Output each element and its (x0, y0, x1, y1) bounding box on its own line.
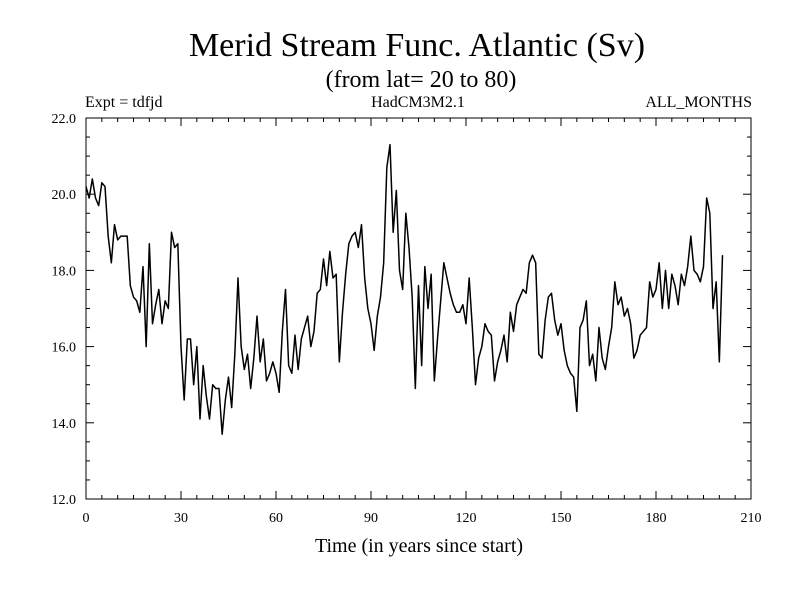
series-line (85, 143, 724, 435)
period-label: ALL_MONTHS (645, 94, 752, 111)
y-tick-label: 16.0 (52, 341, 77, 356)
x-tick-label: 30 (174, 511, 188, 526)
model-label: HadCM3M2.1 (371, 94, 465, 111)
y-tick-label: 20.0 (52, 188, 77, 203)
x-axis (85, 118, 752, 499)
x-tick-label: 180 (646, 511, 667, 526)
experiment-label: Expt = tdfjd (85, 94, 162, 111)
x-tick-label: 90 (364, 511, 378, 526)
chart-title: Merid Stream Func. Atlantic (Sv) (189, 27, 645, 64)
chart-subtitle: (from lat= 20 to 80) (326, 67, 517, 93)
y-tick-labels: 12.0 14.0 16.0 18.0 20.0 22.0 (52, 112, 77, 508)
x-axis-title: Time (in years since start) (315, 535, 523, 557)
x-tick-label: 60 (269, 511, 283, 526)
y-tick-label: 12.0 (52, 493, 77, 508)
x-tick-label: 120 (456, 511, 477, 526)
x-tick-label: 0 (83, 511, 90, 526)
y-tick-label: 14.0 (52, 417, 77, 432)
y-tick-label: 18.0 (52, 264, 77, 279)
y-tick-label: 22.0 (52, 112, 77, 127)
x-tick-labels: 0 30 60 90 120 150 180 210 (83, 511, 762, 526)
x-tick-label: 150 (551, 511, 572, 526)
y-axis (86, 117, 751, 500)
x-tick-label: 210 (741, 511, 762, 526)
